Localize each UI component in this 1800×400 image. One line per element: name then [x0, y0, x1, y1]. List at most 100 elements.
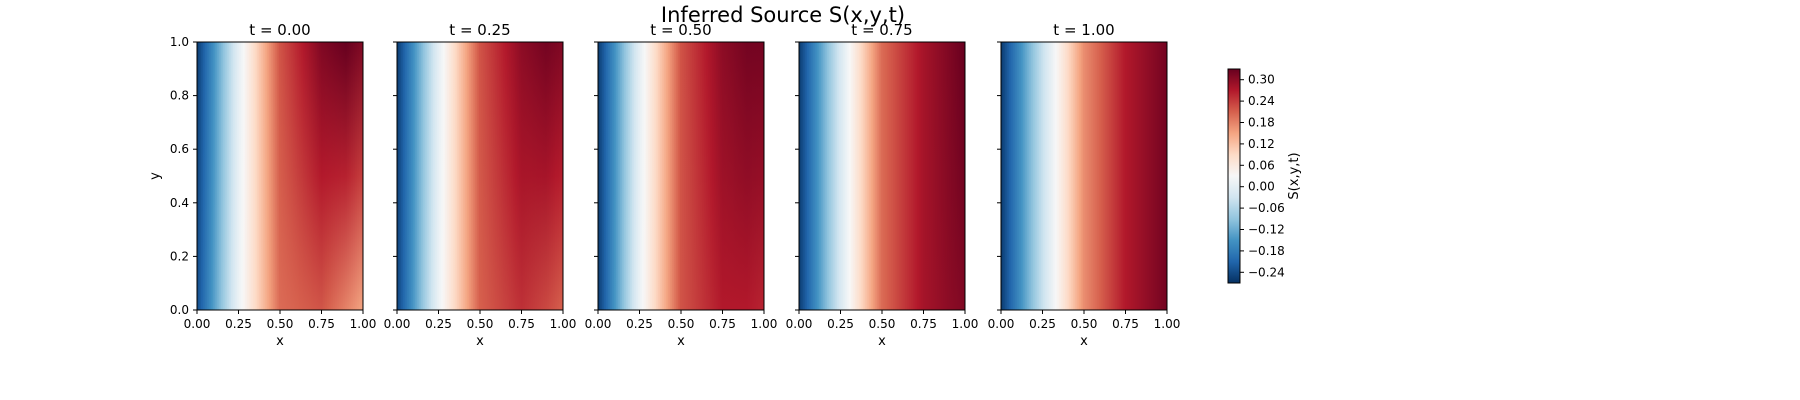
heatmap-column: [637, 42, 641, 310]
y-tick-label: 0.8: [170, 89, 189, 103]
heatmap-column: [502, 42, 506, 310]
heatmap-column: [918, 42, 922, 310]
heatmap-column: [1004, 42, 1008, 310]
heatmap-column: [729, 42, 733, 310]
heatmap-column: [458, 42, 462, 310]
heatmap-column: [560, 42, 563, 310]
heatmap-column: [216, 42, 220, 310]
heatmap-column: [681, 42, 685, 310]
x-tick-label: 1.00: [1154, 317, 1181, 331]
x-axis-label: x: [1080, 334, 1088, 349]
heatmap-column: [802, 42, 806, 310]
heatmap-column: [288, 42, 292, 310]
heatmap-column: [514, 42, 518, 310]
heatmap-column: [1018, 42, 1022, 310]
heatmap-column: [868, 42, 872, 310]
heatmap-column: [470, 42, 474, 310]
heatmap-column: [1122, 42, 1126, 310]
heatmap-column: [757, 42, 761, 310]
heatmap-column: [753, 42, 757, 310]
heatmap-column: [428, 42, 432, 310]
heatmap-column: [238, 42, 242, 310]
heatmap-column: [860, 42, 864, 310]
heatmap-column: [538, 42, 542, 310]
heatmap-column: [266, 42, 270, 310]
heatmap-column: [397, 42, 400, 310]
heatmap-column: [691, 42, 695, 310]
heatmap-column: [466, 42, 470, 310]
heatmap-column: [436, 42, 440, 310]
heatmap-column: [854, 42, 858, 310]
heatmap-column: [1070, 42, 1074, 310]
colorbar-tick-label: 0.06: [1248, 158, 1275, 172]
heatmap-column: [1160, 42, 1164, 310]
heatmap-column: [1026, 42, 1030, 310]
heatmap-column: [478, 42, 482, 310]
heatmap-field: [397, 42, 563, 310]
colorbar-tick-label: −0.18: [1248, 244, 1285, 258]
heatmap-column: [260, 42, 264, 310]
panel-0: t = 0.00 0.00 0.25 0.50 0.75 1.00 x 0.0 0.2 0.4 0.…: [148, 21, 376, 349]
heatmap-column: [713, 42, 717, 310]
heatmap-column: [874, 42, 878, 310]
heatmap-column: [661, 42, 665, 310]
heatmap-column: [1076, 42, 1080, 310]
heatmap-column: [548, 42, 552, 310]
heatmap-column: [613, 42, 617, 310]
heatmap-column: [916, 42, 920, 310]
heatmap-column: [504, 42, 508, 310]
heatmap-column: [745, 42, 749, 310]
x-tick-label: 0.00: [184, 317, 211, 331]
heatmap-column: [699, 42, 703, 310]
heatmap-column: [890, 42, 894, 310]
heatmap-column: [1102, 42, 1106, 310]
heatmap-column: [304, 42, 308, 310]
heatmap-column: [599, 42, 603, 310]
heatmap-column: [506, 42, 510, 310]
heatmap-column: [1118, 42, 1122, 310]
heatmap-column: [234, 42, 238, 310]
heatmap-column: [952, 42, 956, 310]
heatmap-column: [256, 42, 260, 310]
colorbar-label: S(x,y,t): [1287, 152, 1302, 199]
heatmap-column: [912, 42, 916, 310]
heatmap-column: [244, 42, 248, 310]
heatmap-column: [653, 42, 657, 310]
heatmap-column: [248, 42, 252, 310]
heatmap-column: [830, 42, 834, 310]
heatmap-column: [659, 42, 663, 310]
heatmap-column: [1146, 42, 1150, 310]
heatmap-column: [336, 42, 340, 310]
x-tick-label: 0.25: [225, 317, 252, 331]
colorbar-tick-label: −0.12: [1248, 223, 1285, 237]
heatmap-column: [665, 42, 669, 310]
heatmap-column: [617, 42, 621, 310]
heatmap-column: [218, 42, 222, 310]
heatmap-column: [1092, 42, 1096, 310]
heatmap-column: [647, 42, 651, 310]
heatmap-column: [1128, 42, 1132, 310]
heatmap-column: [800, 42, 804, 310]
x-tick-label: 0.50: [467, 317, 494, 331]
heatmap-column: [468, 42, 472, 310]
heatmap-column: [346, 42, 350, 310]
x-tick-label: 1.00: [550, 317, 577, 331]
heatmap-field: [598, 42, 764, 310]
heatmap-column: [649, 42, 653, 310]
heatmap-column: [1010, 42, 1014, 310]
heatmap-column: [896, 42, 900, 310]
heatmap-column: [924, 42, 928, 310]
heatmap-column: [498, 42, 502, 310]
heatmap-column: [894, 42, 898, 310]
heatmap-column: [848, 42, 852, 310]
heatmap-column: [856, 42, 860, 310]
x-tick-label: 0.50: [668, 317, 695, 331]
x-tick-label: 0.00: [988, 317, 1015, 331]
heatmap-column: [884, 42, 888, 310]
heatmap-column: [886, 42, 890, 310]
heatmap-column: [398, 42, 402, 310]
heatmap-column: [476, 42, 480, 310]
heatmap-column: [870, 42, 874, 310]
heatmap-column: [1058, 42, 1062, 310]
